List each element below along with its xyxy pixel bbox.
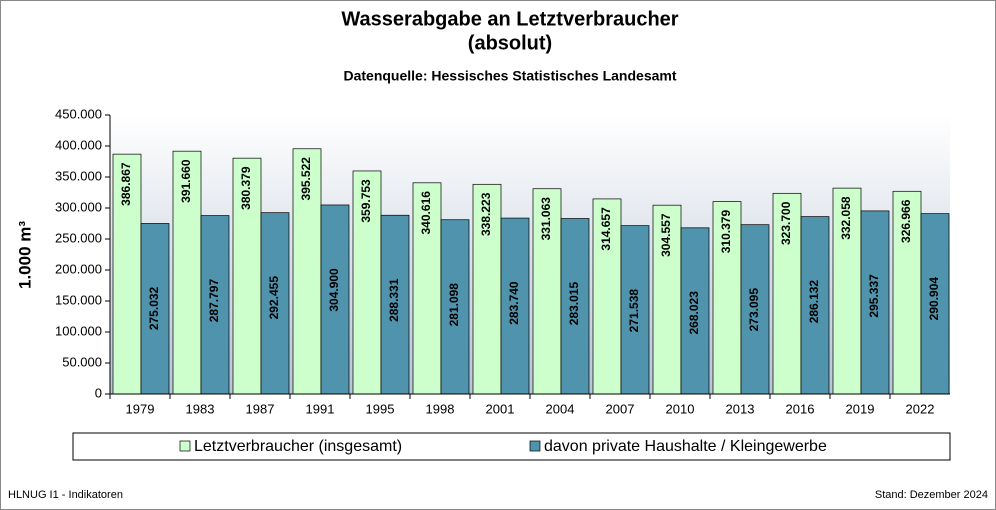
bar bbox=[412, 182, 442, 395]
bar bbox=[712, 201, 742, 395]
bar bbox=[652, 204, 682, 395]
legend-label: Letztverbraucher (insgesamt) bbox=[194, 438, 402, 455]
value-label: 268.023 bbox=[687, 291, 701, 335]
value-label: 287.797 bbox=[207, 279, 221, 323]
value-label: 310.379 bbox=[719, 210, 733, 254]
y-axis-label: 1.000 m³ bbox=[15, 221, 34, 289]
y-tick-label: 150.000 bbox=[55, 292, 102, 307]
value-label: 271.538 bbox=[627, 289, 641, 333]
value-label: 292.455 bbox=[267, 276, 281, 320]
bar bbox=[200, 215, 230, 395]
y-tick-label: 350.000 bbox=[55, 168, 102, 183]
bar bbox=[380, 214, 410, 395]
x-tick-label: 2007 bbox=[606, 401, 635, 416]
value-label: 331.063 bbox=[539, 197, 553, 241]
value-label: 281.098 bbox=[447, 283, 461, 327]
bar bbox=[140, 223, 170, 395]
bar bbox=[112, 153, 142, 395]
bar bbox=[860, 210, 890, 395]
bar bbox=[320, 204, 350, 395]
x-tick-label: 1998 bbox=[426, 401, 455, 416]
subtitle: Datenquelle: Hessisches Statistisches La… bbox=[343, 68, 676, 84]
x-tick-label: 2019 bbox=[846, 401, 875, 416]
bar bbox=[560, 218, 590, 395]
value-label: 380.379 bbox=[239, 166, 253, 210]
value-label: 332.058 bbox=[839, 196, 853, 240]
legend bbox=[72, 432, 951, 461]
bar bbox=[832, 187, 862, 395]
y-tick-label: 100.000 bbox=[55, 323, 102, 338]
value-label: 286.132 bbox=[807, 280, 821, 324]
y-tick-label: 450.000 bbox=[55, 106, 102, 121]
value-label: 386.867 bbox=[119, 162, 133, 206]
value-label: 391.660 bbox=[179, 159, 193, 203]
x-tick-label: 1983 bbox=[186, 401, 215, 416]
y-tick-label: 300.000 bbox=[55, 199, 102, 214]
legend-swatch bbox=[179, 440, 191, 452]
bar bbox=[740, 224, 770, 395]
y-tick-label: 400.000 bbox=[55, 137, 102, 152]
bar bbox=[892, 190, 922, 395]
chart-title: (absolut) bbox=[468, 32, 552, 54]
value-label: 326.966 bbox=[899, 199, 913, 243]
y-tick-label: 0 bbox=[95, 385, 102, 400]
value-label: 273.095 bbox=[747, 288, 761, 332]
value-label: 295.337 bbox=[867, 274, 881, 318]
footer: HLNUG I1 - Indikatoren bbox=[8, 489, 123, 501]
bar bbox=[260, 212, 290, 395]
bar bbox=[920, 213, 950, 395]
bar bbox=[352, 170, 382, 395]
x-tick-label: 2001 bbox=[486, 401, 515, 416]
x-tick-label: 2022 bbox=[906, 401, 935, 416]
legend-swatch bbox=[529, 440, 541, 452]
bar bbox=[772, 192, 802, 395]
legend-label: davon private Haushalte / Kleingewerbe bbox=[544, 438, 827, 455]
x-tick-label: 2010 bbox=[666, 401, 695, 416]
y-tick-label: 200.000 bbox=[55, 261, 102, 276]
value-label: 338.223 bbox=[479, 192, 493, 236]
bar bbox=[232, 157, 262, 395]
x-tick-label: 2004 bbox=[546, 401, 575, 416]
value-label: 283.015 bbox=[567, 282, 581, 326]
value-label: 314.657 bbox=[599, 207, 613, 251]
value-label: 323.700 bbox=[779, 201, 793, 245]
chart-title: Wasserabgabe an Letztverbraucher bbox=[341, 8, 678, 30]
x-tick-label: 1991 bbox=[306, 401, 335, 416]
value-label: 283.740 bbox=[507, 281, 521, 325]
value-label: 359.753 bbox=[359, 179, 373, 223]
x-tick-label: 1979 bbox=[126, 401, 155, 416]
value-label: 340.616 bbox=[419, 191, 433, 235]
x-tick-label: 2013 bbox=[726, 401, 755, 416]
x-tick-label: 2016 bbox=[786, 401, 815, 416]
value-label: 288.331 bbox=[387, 278, 401, 322]
value-label: 395.522 bbox=[299, 157, 313, 201]
value-label: 304.900 bbox=[327, 268, 341, 312]
footer: Stand: Dezember 2024 bbox=[875, 489, 988, 501]
y-tick-label: 50.000 bbox=[62, 354, 102, 369]
y-tick-label: 250.000 bbox=[55, 230, 102, 245]
value-label: 275.032 bbox=[147, 286, 161, 330]
bar bbox=[472, 183, 502, 395]
value-label: 290.904 bbox=[927, 277, 941, 321]
x-tick-label: 1995 bbox=[366, 401, 395, 416]
bar bbox=[500, 217, 530, 395]
value-label: 304.557 bbox=[659, 213, 673, 257]
x-tick-label: 1987 bbox=[246, 401, 275, 416]
bar bbox=[440, 219, 470, 395]
bar bbox=[172, 150, 202, 395]
